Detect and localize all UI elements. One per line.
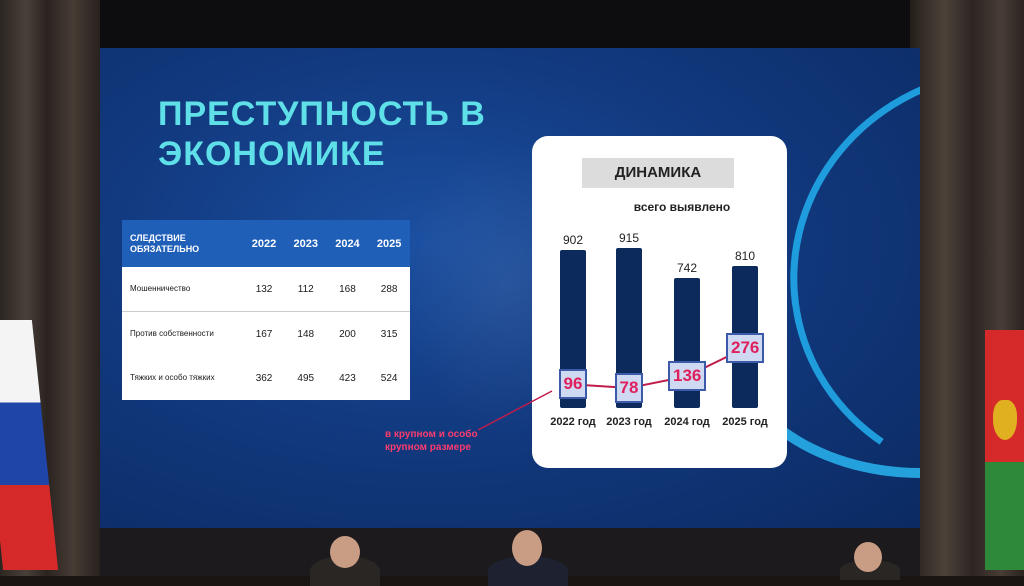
row-value: 167	[255, 328, 273, 340]
statistics-table: СЛЕДСТВИЕ ОБЯЗАТЕЛЬНО 2022 2023 2024 202…	[122, 220, 410, 400]
table-header-year: 2023	[293, 237, 318, 250]
row-value: 168	[339, 283, 356, 295]
row-label: Против собственности	[130, 329, 214, 338]
large-scale-value-label: 276	[726, 333, 765, 363]
dynamics-chart-panel: ДИНАМИКА всего выявлено 902 96 2022 год 915…	[532, 136, 787, 468]
total-value-label: 742	[676, 261, 698, 276]
row-value: 362	[255, 372, 273, 384]
audience-person	[840, 542, 900, 580]
table-header: СЛЕДСТВИЕ ОБЯЗАТЕЛЬНО 2022 2023 2024 202…	[122, 220, 410, 267]
slide-title: ПРЕСТУПНОСТЬ В ЭКОНОМИКЕ	[158, 95, 486, 173]
row-value: 524	[380, 372, 398, 384]
chart-subtitle: всего выявлено	[633, 200, 731, 214]
person-head	[854, 542, 882, 572]
total-value-label: 915	[618, 231, 640, 245]
table-row: Против собственности 167 148 200 315	[122, 312, 410, 356]
table-row: Мошенничество 132 112 168 288	[122, 267, 410, 312]
large-scale-value-label: 96	[558, 369, 588, 400]
x-axis-label: 2023 год	[606, 416, 652, 428]
person-head	[512, 530, 542, 566]
row-label: Тяжких и особо тяжких	[130, 373, 215, 382]
person-head	[330, 536, 360, 568]
screen-top-frame	[100, 0, 910, 52]
row-value: 112	[297, 283, 314, 295]
audience-person	[488, 530, 568, 586]
row-value: 288	[380, 283, 398, 295]
row-value: 423	[339, 372, 356, 384]
row-value: 495	[297, 372, 315, 384]
row-value: 315	[380, 328, 398, 340]
total-value-label: 902	[562, 233, 584, 248]
large-scale-value-label: 78	[614, 373, 644, 403]
x-axis-label: 2024 год	[664, 416, 710, 428]
table-header-year: 2022	[251, 237, 277, 250]
table-header-year: 2024	[335, 237, 360, 250]
trend-line-layer	[572, 347, 746, 390]
table-row: Тяжких и особо тяжких 362 495 423 524	[122, 356, 410, 400]
row-value: 132	[255, 283, 273, 295]
row-value: 200	[339, 328, 356, 340]
x-axis-label: 2025 год	[722, 416, 768, 428]
table-header-year: 2025	[376, 237, 402, 250]
annotation-label: в крупном и особо крупном размере	[385, 429, 478, 453]
regional-flag	[985, 330, 1024, 570]
chart-title: ДИНАМИКА	[582, 158, 734, 188]
row-value: 148	[297, 328, 315, 340]
row-label: Мошенничество	[130, 284, 191, 293]
regional-flag-emblem	[993, 400, 1017, 440]
trend-line	[572, 347, 746, 390]
x-axis-label: 2022 год	[550, 416, 596, 428]
presentation-screen: ПРЕСТУПНОСТЬ В ЭКОНОМИКЕ СЛЕДСТВИЕ ОБЯЗА…	[100, 48, 920, 528]
total-value-label: 810	[734, 249, 756, 264]
table-header-category: СЛЕДСТВИЕ ОБЯЗАТЕЛЬНО	[130, 232, 200, 254]
audience-person	[310, 536, 380, 586]
large-scale-value-label: 136	[668, 361, 707, 392]
